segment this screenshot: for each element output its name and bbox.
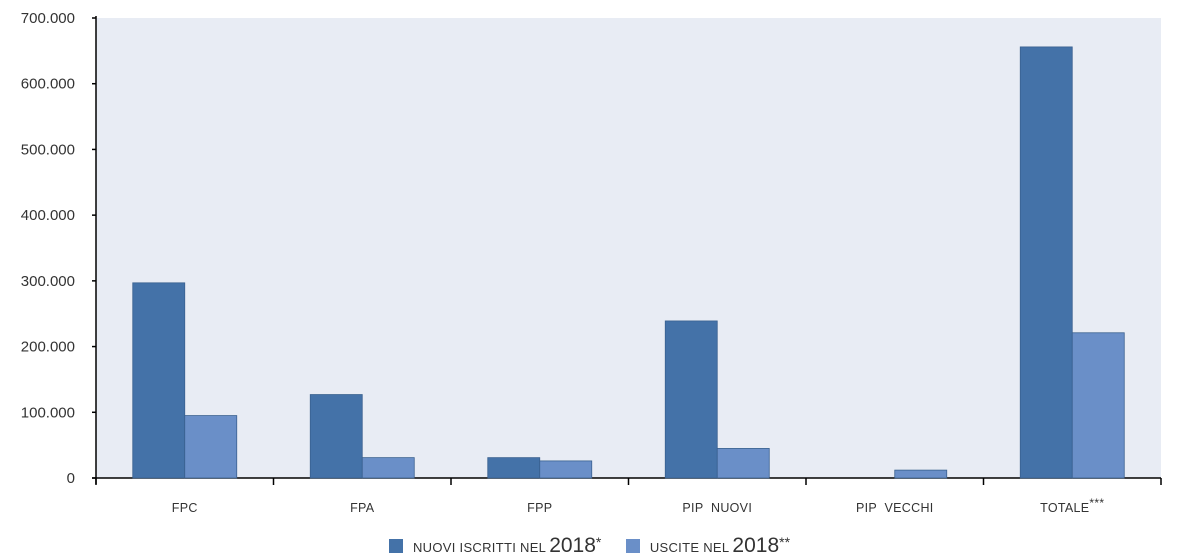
- legend-year-nuovi-iscritti: 2018: [549, 534, 596, 558]
- legend-footnote-nuovi-iscritti: *: [596, 534, 601, 550]
- bar-nuovi-iscritti: [1020, 47, 1072, 478]
- bar-uscite: [540, 461, 592, 478]
- y-tick-label: 600.000: [21, 76, 75, 93]
- legend-swatch-nuovi-iscritti: [389, 539, 403, 553]
- legend-item-uscite: USCITE NEL 2018 **: [626, 534, 790, 558]
- y-tick-label: 200.000: [21, 339, 75, 356]
- legend-label-nuovi-iscritti: NUOVI ISCRITTI NEL: [413, 540, 546, 555]
- bar-uscite: [362, 458, 414, 478]
- x-tick-label: FPC: [172, 501, 198, 515]
- y-tick-label: 500.000: [21, 141, 75, 158]
- legend-footnote-uscite: **: [779, 534, 790, 550]
- x-tick-label: FPP: [527, 501, 552, 515]
- y-tick-label: 100.000: [21, 404, 75, 421]
- legend: NUOVI ISCRITTI NEL 2018 * USCITE NEL 201…: [0, 534, 1179, 558]
- bar-chart: 0 100.000 200.000 300.000 400.000 500.000 600.…: [0, 0, 1179, 530]
- bar-nuovi-iscritti: [665, 321, 717, 478]
- bar-nuovi-iscritti: [488, 458, 540, 478]
- y-tick-label: 0: [67, 470, 75, 487]
- bar-nuovi-iscritti: [310, 395, 362, 478]
- legend-swatch-uscite: [626, 539, 640, 553]
- legend-year-uscite: 2018: [732, 534, 779, 558]
- legend-item-nuovi-iscritti: NUOVI ISCRITTI NEL 2018 *: [389, 534, 601, 558]
- x-tick-label: TOTALE***: [1040, 496, 1104, 515]
- bar-uscite: [895, 470, 947, 478]
- bar-uscite: [1072, 333, 1124, 478]
- x-tick-label: FPA: [350, 501, 375, 515]
- y-tick-label: 300.000: [21, 273, 75, 290]
- y-tick-label: 400.000: [21, 207, 75, 224]
- x-tick-label: PIP VECCHI: [856, 501, 934, 515]
- x-tick-label: PIP NUOVI: [682, 501, 752, 515]
- bar-nuovi-iscritti: [133, 283, 185, 478]
- y-tick-label: 700.000: [21, 10, 75, 27]
- plot-area: [96, 18, 1161, 478]
- bar-uscite: [717, 448, 769, 478]
- legend-label-uscite: USCITE NEL: [650, 540, 730, 555]
- bar-uscite: [185, 416, 237, 478]
